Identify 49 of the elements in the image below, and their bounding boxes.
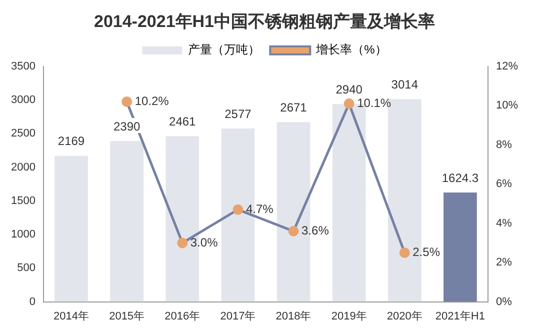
- y2-tick-label: 6%: [496, 178, 512, 190]
- point: [344, 98, 354, 109]
- data-label: 2.5%: [412, 245, 440, 260]
- y2-tick-label: 10%: [496, 100, 518, 112]
- y-tick-label: 2000: [10, 161, 36, 174]
- x-tick-label: 2021年H1: [435, 310, 485, 322]
- data-label: 2577: [224, 106, 252, 121]
- data-label: 1624.3: [442, 170, 479, 185]
- data-label: 10.1%: [357, 96, 392, 110]
- y2-tick-label: 4%: [496, 217, 512, 230]
- y-tick-label: 500: [17, 262, 36, 274]
- point: [232, 204, 244, 215]
- data-label: 2671: [280, 100, 308, 114]
- y-tick-label: 0: [29, 296, 36, 308]
- data-label: 3.6%: [302, 223, 330, 238]
- point: [122, 96, 132, 107]
- data-label: 2940: [336, 82, 363, 96]
- x-tick-label: 2015年: [109, 310, 145, 322]
- bar: [444, 192, 477, 302]
- data-label: 3.0%: [190, 235, 218, 250]
- data-label: 10.2%: [134, 94, 170, 108]
- y2-tick-label: 12%: [496, 60, 518, 72]
- y-tick-label: 1000: [10, 228, 36, 241]
- x-tick-label: 2020年: [386, 310, 422, 322]
- y-tick-label: 3000: [10, 94, 36, 106]
- y2-tick-label: 2%: [496, 256, 512, 269]
- x-tick-label: 2019年: [331, 310, 367, 322]
- legend-label: 增长率（%）: [315, 42, 387, 57]
- data-label: 2461: [169, 114, 196, 129]
- bar: [110, 141, 144, 302]
- point: [288, 226, 299, 236]
- x-tick-label: 2014年: [54, 310, 89, 322]
- x-tick-label: 2016年: [164, 310, 200, 322]
- x-tick-label: 2017年: [220, 310, 256, 322]
- y2-tick-label: 8%: [496, 138, 512, 151]
- point: [177, 238, 188, 248]
- y-tick-label: 1500: [10, 194, 36, 207]
- data-label: 2169: [58, 134, 85, 148]
- x-tick-label: 2018年: [276, 310, 312, 322]
- y2-tick-label: 0%: [496, 296, 512, 308]
- data-label: 4.7%: [246, 202, 274, 216]
- legend-label: 产量（万吨）: [188, 42, 260, 57]
- y-tick-label: 3500: [10, 60, 36, 72]
- y-tick-label: 2500: [10, 128, 36, 140]
- chart-title: 2014-2021年H1中国不锈钢粗钢产量及增长率: [94, 12, 436, 31]
- bar: [54, 156, 88, 302]
- data-label: 2390: [113, 119, 140, 134]
- point: [399, 248, 410, 258]
- data-label: 3014: [391, 77, 418, 92]
